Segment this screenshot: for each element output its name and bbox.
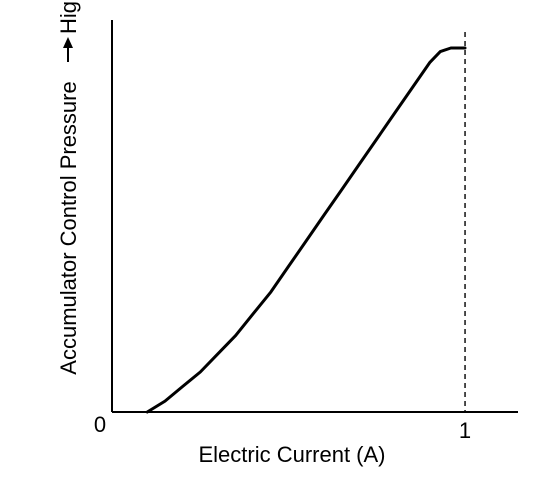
tick-label-1: 1 xyxy=(459,418,471,443)
y-axis-title-group: Accumulator Control Pressure High xyxy=(56,0,81,375)
x-axis-label: Electric Current (A) xyxy=(198,442,385,467)
y-axis-label: Accumulator Control Pressure xyxy=(56,81,81,374)
y-axis-direction-label: High xyxy=(56,0,81,34)
tick-label-0: 0 xyxy=(94,412,106,437)
high-arrow-icon xyxy=(63,37,73,48)
pressure-curve xyxy=(145,46,467,414)
axes xyxy=(111,20,518,413)
